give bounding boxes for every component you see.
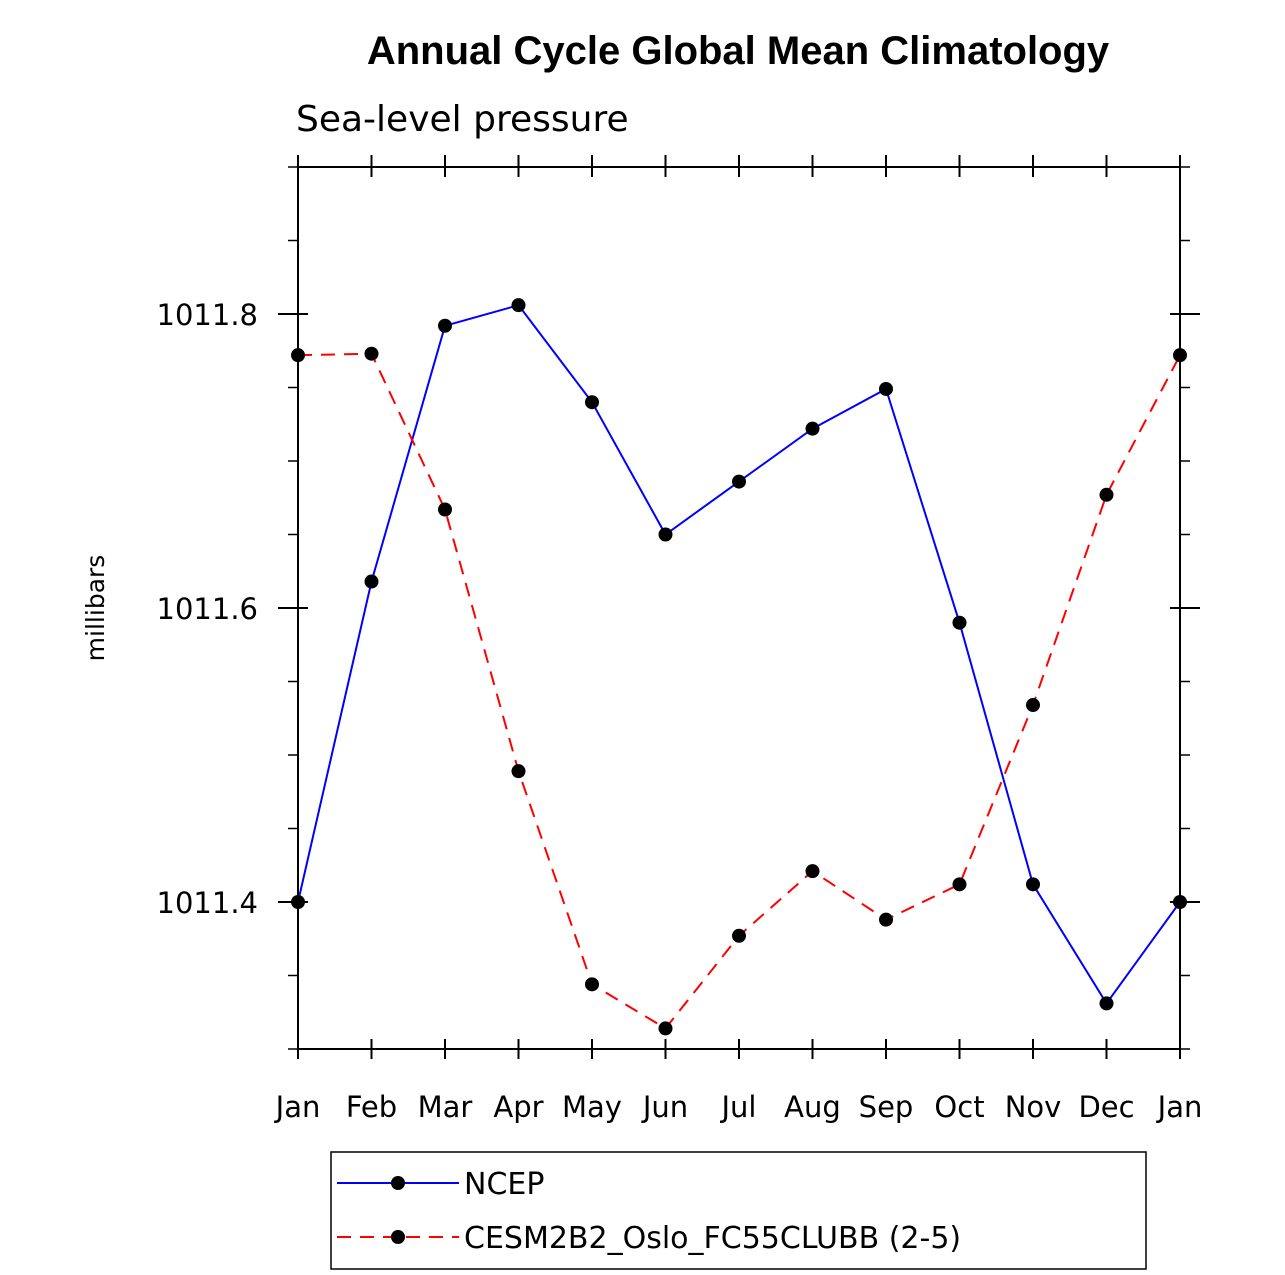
chart-subtitle: Sea-level pressure [296, 99, 629, 140]
series-0-point [805, 421, 820, 436]
plot-frame [297, 166, 1181, 1050]
series-1-point [952, 877, 967, 892]
series-line-1 [297, 352, 1181, 1030]
x-tick-label: Sep [859, 1090, 914, 1124]
tick-labels: Jan Feb Mar Apr May Jun Jul Aug Sep Oct Nov Dec Jan 1… [157, 298, 1203, 1124]
legend-label-cesm: CESM2B2_Oslo_FC55CLUBB (2-5) [464, 1221, 961, 1256]
x-tick-label: Feb [346, 1090, 397, 1124]
x-tick-label: Oct [934, 1090, 984, 1124]
x-tick-label: Aug [784, 1090, 841, 1124]
legend: NCEP CESM2B2_Oslo_FC55CLUBB (2-5) [330, 1151, 1147, 1270]
y-axis-label: millibars [81, 555, 110, 662]
axis-ticks [278, 155, 1200, 1059]
series-1-point [805, 864, 820, 879]
y-tick-label: 1011.4 [157, 886, 258, 920]
series-0-point [585, 395, 599, 410]
x-tick-label: Jun [641, 1090, 688, 1124]
series-0-point [952, 615, 967, 630]
series-1-point [879, 912, 893, 927]
series-0-point [879, 381, 893, 396]
series-0-point [364, 574, 379, 589]
x-tick-label: Nov [1005, 1090, 1062, 1124]
legend-box [330, 1151, 1147, 1270]
y-tick-label: 1011.6 [157, 592, 258, 626]
series-0-point [438, 318, 452, 333]
x-tick-label: Apr [493, 1090, 543, 1124]
series-0-point [732, 474, 746, 489]
series-1-point [438, 502, 452, 517]
x-tick-label: May [562, 1090, 622, 1124]
x-tick-label: Jul [720, 1090, 757, 1124]
series-1-point [1099, 487, 1114, 502]
x-tick-label: Mar [418, 1090, 473, 1124]
series-1-point [511, 764, 526, 779]
series-layer [291, 298, 1187, 1036]
chart-title: Annual Cycle Global Mean Climatology [367, 29, 1110, 73]
series-1-point [658, 1021, 673, 1036]
legend-marker-cesm [391, 1230, 405, 1244]
series-0-point [1026, 877, 1040, 892]
y-tick-label: 1011.8 [157, 298, 258, 332]
x-tick-label: Jan [1156, 1090, 1203, 1124]
series-line-0 [297, 304, 1181, 1006]
x-tick-label: Dec [1078, 1090, 1134, 1124]
series-1-point [364, 346, 379, 361]
series-1-point [585, 977, 599, 992]
legend-marker-ncep [391, 1176, 405, 1190]
series-0-point [658, 527, 673, 542]
x-tick-label: Jan [274, 1090, 321, 1124]
legend-label-ncep: NCEP [464, 1167, 544, 1202]
series-1-point [1026, 698, 1040, 713]
series-0-point [1099, 996, 1114, 1011]
series-0-point [511, 298, 526, 313]
series-1-point [732, 928, 746, 943]
